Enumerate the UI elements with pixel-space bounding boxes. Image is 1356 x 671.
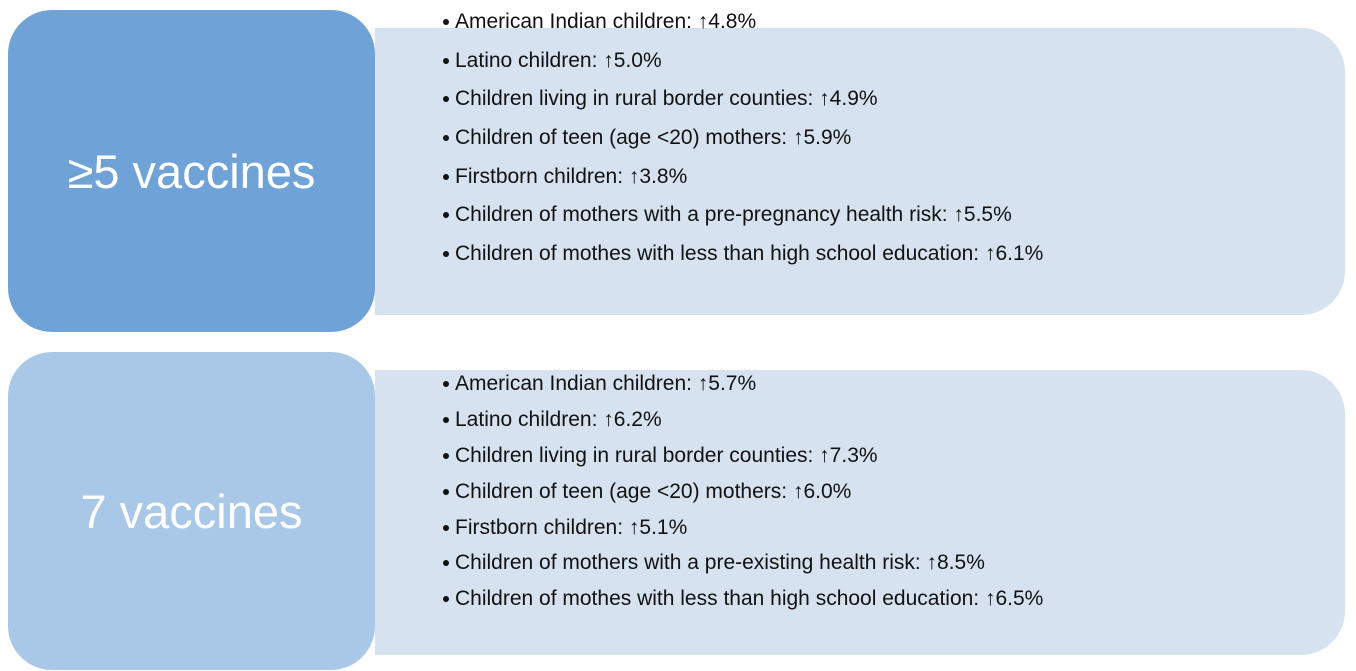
list-item: Latino children: ↑5.0% <box>442 42 1043 81</box>
list-item: Children of mothes with less than high s… <box>442 235 1043 274</box>
items-panel <box>375 370 1345 655</box>
item-list: American Indian children: ↑5.7% Latino ch… <box>442 366 1043 617</box>
items-panel <box>375 28 1345 315</box>
list-item: Children of mothers with a pre-pregnancy… <box>442 196 1043 235</box>
list-item: Children of mothes with less than high s… <box>442 581 1043 617</box>
group-label: 7 vaccines <box>8 352 375 670</box>
group-label: ≥5 vaccines <box>8 10 375 332</box>
list-item: Children living in rural border counties… <box>442 80 1043 119</box>
list-item: Latino children: ↑6.2% <box>442 402 1043 438</box>
list-item: Children of teen (age <20) mothers: ↑6.0… <box>442 474 1043 510</box>
list-item: Children of mothers with a pre-existing … <box>442 545 1043 581</box>
list-item: American Indian children: ↑4.8% <box>442 3 1043 42</box>
list-item: American Indian children: ↑5.7% <box>442 366 1043 402</box>
item-list: American Indian children: ↑4.8% Latino ch… <box>442 3 1043 274</box>
list-item: Firstborn children: ↑5.1% <box>442 510 1043 546</box>
list-item: Children living in rural border counties… <box>442 438 1043 474</box>
list-item: Firstborn children: ↑3.8% <box>442 157 1043 196</box>
list-item: Children of teen (age <20) mothers: ↑5.9… <box>442 119 1043 158</box>
